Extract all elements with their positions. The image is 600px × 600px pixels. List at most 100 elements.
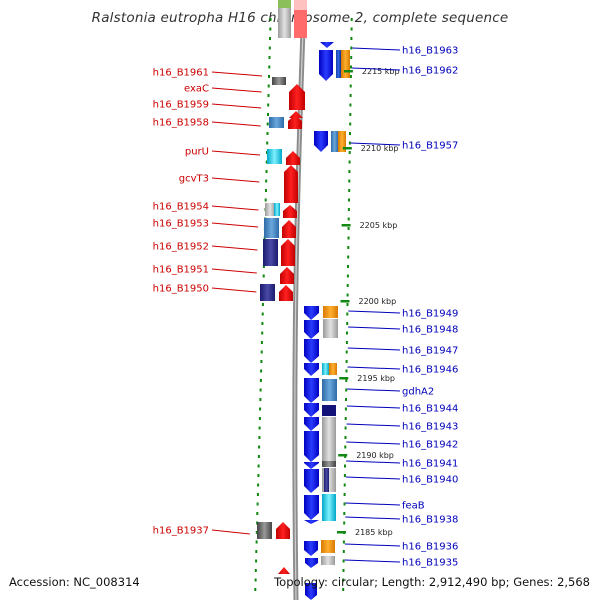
- gene-label-h16-b1942[interactable]: h16_B1942: [402, 440, 458, 451]
- gene-label-h16-b1944[interactable]: h16_B1944: [402, 404, 458, 415]
- scale-tick-label: 2190 kbp: [356, 451, 394, 460]
- gene-label-h16-b1948[interactable]: h16_B1948: [402, 325, 458, 336]
- track-dot: [345, 369, 348, 373]
- feature-top-gray: [278, 0, 291, 38]
- gene-label-h16-b1951[interactable]: h16_B1951: [153, 265, 209, 276]
- track-dot: [343, 474, 346, 477]
- gene-arrow-exaC: [289, 84, 305, 110]
- track-dot: [258, 417, 261, 420]
- track-dot: [350, 37, 353, 40]
- gene-leader-line: [348, 310, 401, 314]
- gene-arrow-feaB: [304, 495, 319, 520]
- gene-label-h16-b1935[interactable]: h16_B1935: [402, 558, 458, 569]
- track-dot: [342, 550, 345, 553]
- track-dot: [258, 445, 261, 449]
- forward-strand-genes: [304, 42, 334, 600]
- track-dot: [267, 84, 270, 88]
- gene-arrow-h16-B1942: [304, 431, 319, 462]
- track-dot: [342, 559, 345, 563]
- gene-arrow-purU: [286, 151, 300, 165]
- gene-leader-line: [344, 543, 401, 547]
- gene-label-gdha2[interactable]: gdhA2: [402, 387, 434, 398]
- track-dot: [350, 27, 353, 31]
- gene-label-h16-b1962[interactable]: h16_B1962: [402, 66, 458, 77]
- gene-label-gcvt3[interactable]: gcvT3: [179, 174, 209, 185]
- track-dot: [255, 550, 258, 553]
- track-dot: [346, 284, 349, 287]
- track-dot: [342, 569, 345, 572]
- gene-leader-line: [211, 121, 261, 127]
- track-dot: [262, 265, 265, 268]
- track-dot: [258, 426, 261, 430]
- gene-label-h16-b1937[interactable]: h16_B1937: [153, 526, 209, 537]
- scale-tick-mark: [337, 531, 346, 534]
- track-dot: [266, 141, 269, 145]
- gene-label-h16-b1947[interactable]: h16_B1947: [402, 346, 458, 357]
- gene-label-h16-b1941[interactable]: h16_B1941: [402, 459, 458, 470]
- gene-label-h16-b1946[interactable]: h16_B1946: [402, 365, 458, 376]
- gene-arrow-h16-B1946: [304, 363, 319, 376]
- track-dot: [350, 65, 352, 69]
- track-dot: [345, 341, 348, 344]
- track-dot: [258, 436, 261, 439]
- reverse-strand-features: [257, 77, 286, 539]
- track-dot: [347, 208, 350, 211]
- reverse-strand-genes: [276, 84, 305, 574]
- gene-label-h16-b1959[interactable]: h16_B1959: [153, 100, 209, 111]
- gene-leader-line: [344, 559, 401, 563]
- scale-tick-mark: [338, 454, 348, 457]
- track-dot: [344, 464, 346, 468]
- track-dot: [261, 331, 264, 335]
- track-dot: [256, 493, 259, 496]
- gene-label-h16-b1949[interactable]: h16_B1949: [402, 309, 458, 320]
- track-dot: [255, 540, 258, 544]
- track-dot: [349, 122, 352, 126]
- gene-leader-line: [211, 222, 259, 228]
- scale-tick-label: 2185 kbp: [355, 528, 393, 537]
- track-dot: [257, 483, 260, 487]
- gene-leader-line: [350, 142, 401, 146]
- track-dot: [343, 512, 346, 515]
- track-dot: [346, 274, 349, 278]
- gene-arrow-h16-B1936: [304, 541, 318, 556]
- gene-leader-line: [347, 347, 401, 351]
- track-dot: [347, 255, 350, 259]
- gene-label-h16-b1936[interactable]: h16_B1936: [402, 542, 458, 553]
- gene-label-h16-b1963[interactable]: h16_B1963: [402, 46, 458, 57]
- track-dot: [268, 75, 270, 78]
- track-dot: [344, 436, 347, 439]
- track-dot: [348, 170, 351, 173]
- gene-label-h16-b1958[interactable]: h16_B1958: [153, 118, 209, 129]
- track-dot: [262, 274, 265, 278]
- gene-leader-line: [211, 287, 257, 293]
- gene-label-h16-b1943[interactable]: h16_B1943: [402, 422, 458, 433]
- track-dot: [267, 94, 270, 97]
- gene-arrow-partial-bottom: [305, 583, 317, 600]
- track-dot: [266, 122, 269, 126]
- gene-arrow-h16-B1952: [281, 239, 295, 266]
- gene-label-h16-b1957[interactable]: h16_B1957: [402, 141, 458, 152]
- gene-label-exac[interactable]: exaC: [184, 84, 209, 95]
- gene-leader-line: [345, 476, 401, 480]
- track-dot: [350, 18, 353, 21]
- gene-label-h16-b1954[interactable]: h16_B1954: [153, 202, 209, 213]
- gene-leader-line: [211, 268, 257, 274]
- gene-arrow-h16-B1935: [305, 558, 318, 568]
- track-dot: [344, 417, 347, 420]
- gene-label-h16-b1952[interactable]: h16_B1952: [153, 242, 209, 253]
- gene-label-h16-b1961[interactable]: h16_B1961: [153, 68, 209, 79]
- track-dot: [342, 540, 345, 544]
- accession-text: Accession: NC_008314: [9, 575, 140, 589]
- track-dot: [349, 94, 352, 97]
- track-dot: [261, 312, 264, 316]
- track-dot: [345, 398, 347, 401]
- gene-label-h16-b1940[interactable]: h16_B1940: [402, 475, 458, 486]
- gene-arrow-h16-B1950: [279, 285, 293, 301]
- scale-tick-label: 2215 kbp: [362, 67, 400, 76]
- gene-label-feab[interactable]: feaB: [402, 501, 425, 512]
- gene-label-h16-b1953[interactable]: h16_B1953: [153, 219, 209, 230]
- gene-arrow-partial: [278, 567, 290, 574]
- gene-label-h16-b1950[interactable]: h16_B1950: [153, 284, 209, 295]
- gene-label-h16-b1938[interactable]: h16_B1938: [402, 515, 458, 526]
- gene-label-puru[interactable]: purU: [185, 147, 209, 158]
